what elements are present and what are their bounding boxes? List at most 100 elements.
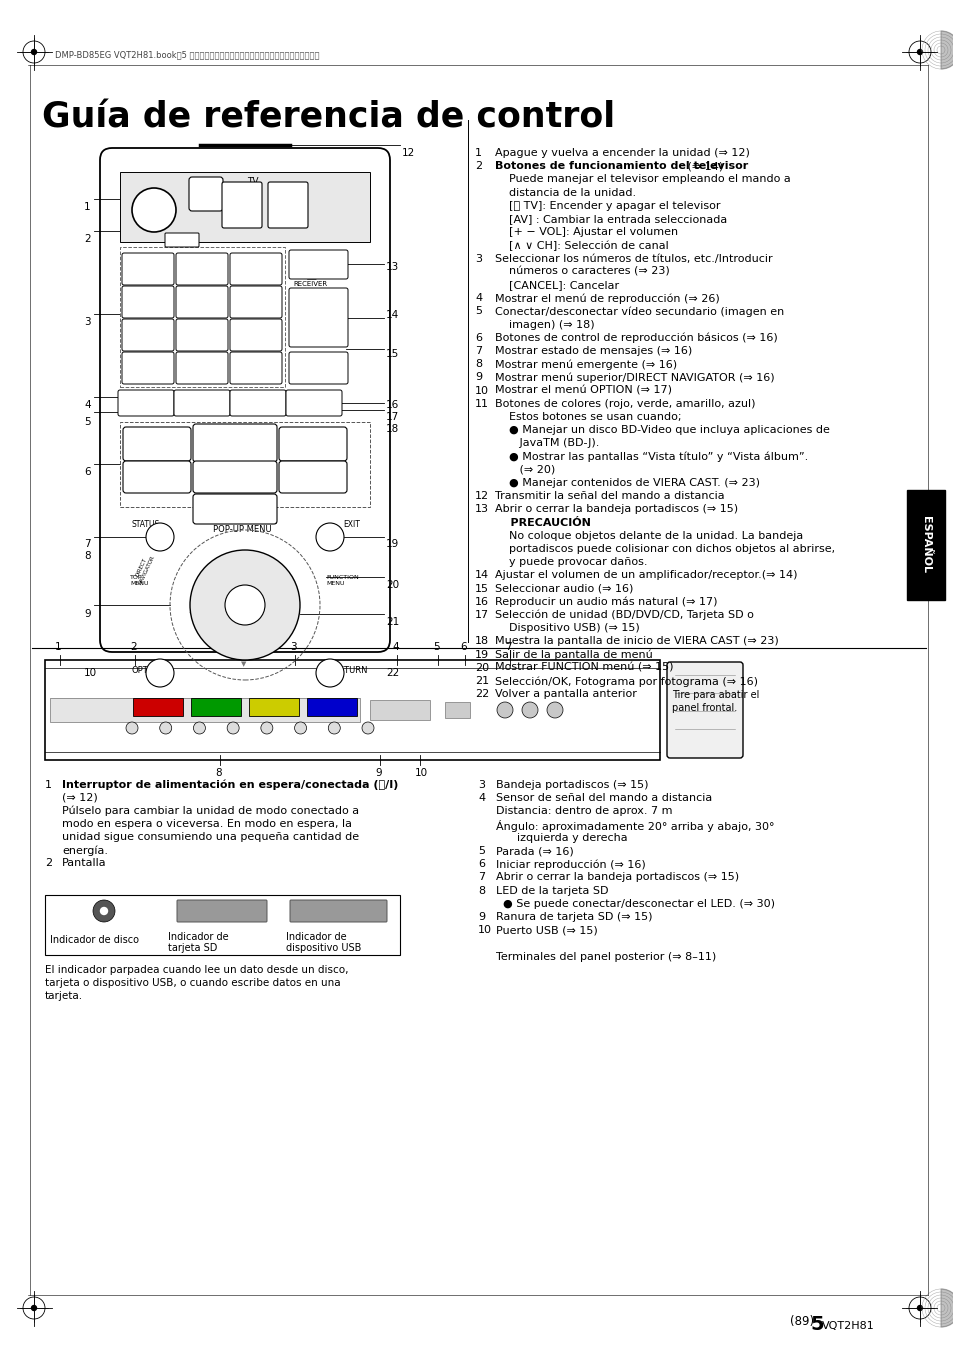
Text: ►⏭: ►⏭: [292, 482, 305, 492]
Text: 7: 7: [84, 539, 91, 549]
Text: Abrir o cerrar la bandeja portadiscos (⇒ 15): Abrir o cerrar la bandeja portadiscos (⇒…: [496, 873, 739, 882]
Text: RECEIVER: RECEIVER: [293, 281, 327, 286]
Circle shape: [92, 900, 115, 921]
Text: energía.: energía.: [62, 844, 108, 855]
Bar: [132, 698, 183, 716]
Text: Puede manejar el televisor empleando el mando a: Puede manejar el televisor empleando el …: [495, 174, 790, 184]
Text: ⏻: ⏻: [149, 215, 158, 230]
FancyBboxPatch shape: [122, 253, 173, 285]
Text: Terminales del panel posterior (⇒ 8–11): Terminales del panel posterior (⇒ 8–11): [496, 951, 716, 962]
Text: ►►: ►►: [295, 449, 311, 459]
Text: No coloque objetos delante de la unidad. La bandeja: No coloque objetos delante de la unidad.…: [495, 531, 802, 540]
Text: 6: 6: [475, 332, 481, 343]
Circle shape: [227, 721, 239, 734]
Text: 12: 12: [401, 149, 415, 158]
Text: jklº: jklº: [195, 305, 206, 311]
Text: Botones de colores (rojo, verde, amarillo, azul): Botones de colores (rojo, verde, amarill…: [495, 399, 755, 409]
Text: Indicador de disco: Indicador de disco: [50, 935, 139, 944]
Bar: [120, 172, 370, 242]
Text: modo en espera o viceversa. En modo en espera, la: modo en espera o viceversa. En modo en e…: [62, 819, 352, 830]
Text: 1: 1: [475, 149, 481, 158]
Text: DRIVE: DRIVE: [303, 399, 324, 404]
Text: y puede provocar daños.: y puede provocar daños.: [495, 557, 647, 567]
Text: 3: 3: [477, 780, 484, 790]
Text: ▼: ▼: [240, 647, 250, 661]
Circle shape: [497, 703, 513, 717]
Text: Mostrar FUNCTION menú (⇒ 15): Mostrar FUNCTION menú (⇒ 15): [495, 663, 673, 673]
FancyBboxPatch shape: [175, 353, 228, 384]
Text: [⏻ TV]: Encender y apagar el televisor: [⏻ TV]: Encender y apagar el televisor: [495, 201, 720, 211]
Text: 2: 2: [182, 262, 193, 277]
Text: SELECT: SELECT: [301, 407, 327, 412]
Text: Volver a pantalla anterior: Volver a pantalla anterior: [495, 689, 637, 700]
Circle shape: [917, 50, 922, 54]
Text: PIP: PIP: [196, 400, 208, 409]
FancyBboxPatch shape: [666, 662, 742, 758]
Text: 9: 9: [475, 373, 481, 382]
FancyBboxPatch shape: [193, 424, 276, 462]
Text: 3: 3: [290, 642, 296, 653]
Text: 8: 8: [84, 551, 91, 561]
Circle shape: [361, 721, 374, 734]
Bar: [45, 894, 399, 955]
Text: −: −: [311, 328, 322, 342]
Text: Mostrar estado de mensajes (⇒ 16): Mostrar estado de mensajes (⇒ 16): [495, 346, 692, 357]
Text: 12: 12: [475, 492, 489, 501]
Text: Indicador de: Indicador de: [286, 932, 346, 942]
Text: tarjeta o dispositivo USB, o cuando escribe datos en una: tarjeta o dispositivo USB, o cuando escr…: [45, 978, 340, 988]
Circle shape: [294, 721, 306, 734]
Text: tarjeta SD: tarjeta SD: [168, 943, 217, 952]
Text: SEARCH: SEARCH: [131, 439, 165, 449]
Text: Conectar/desconectar vídeo secundario (imagen en: Conectar/desconectar vídeo secundario (i…: [495, 307, 783, 317]
Text: Sensor de señal del mando a distancia: Sensor de señal del mando a distancia: [496, 793, 712, 804]
Text: 11: 11: [475, 399, 489, 409]
Text: ESPAÑOL: ESPAÑOL: [920, 516, 930, 574]
FancyBboxPatch shape: [122, 353, 173, 384]
Text: 8: 8: [214, 767, 221, 778]
Bar: [120, 422, 370, 507]
Text: [∧ ∨ CH]: Selección de canal: [∧ ∨ CH]: Selección de canal: [495, 240, 668, 251]
Text: ↩: ↩: [325, 669, 335, 682]
Text: 2: 2: [45, 858, 52, 867]
Text: 8: 8: [182, 328, 193, 343]
Text: Ángulo: aproximadamente 20° arriba y abajo, 30°: Ángulo: aproximadamente 20° arriba y aba…: [496, 820, 774, 832]
Text: EXIT: EXIT: [343, 520, 359, 530]
Text: 7: 7: [504, 642, 511, 653]
Text: Seleccionar audio (⇒ 16): Seleccionar audio (⇒ 16): [495, 584, 633, 593]
Text: ⏻: ⏻: [201, 199, 207, 209]
Text: 2: 2: [475, 161, 481, 172]
FancyBboxPatch shape: [230, 319, 282, 351]
Text: 13: 13: [386, 262, 399, 272]
Text: (⇒ 20): (⇒ 20): [495, 465, 555, 474]
Text: Salir de la pantalla de menú: Salir de la pantalla de menú: [495, 650, 652, 661]
Text: 6: 6: [477, 859, 484, 869]
Text: 22: 22: [475, 689, 489, 700]
Circle shape: [225, 585, 265, 626]
FancyBboxPatch shape: [222, 182, 262, 228]
Bar: [307, 698, 356, 716]
Text: Abrir o cerrar la bandeja portadiscos (⇒ 15): Abrir o cerrar la bandeja portadiscos (⇒…: [495, 504, 738, 515]
Text: 4: 4: [84, 400, 91, 409]
Text: TV: TV: [247, 177, 258, 186]
Circle shape: [100, 908, 108, 915]
Text: USB: USB: [309, 915, 337, 928]
Text: CANCEL: CANCEL: [127, 366, 154, 372]
Text: izquierda y derecha: izquierda y derecha: [496, 832, 627, 843]
Text: ● Se puede conectar/desconectar el LED. (⇒ 30): ● Se puede conectar/desconectar el LED. …: [496, 898, 774, 909]
FancyBboxPatch shape: [177, 900, 267, 921]
Text: TOP
MENU: TOP MENU: [130, 576, 149, 586]
FancyBboxPatch shape: [278, 427, 347, 461]
Text: dispositivo USB: dispositivo USB: [286, 943, 361, 952]
Text: [AV] : Cambiar la entrada seleccionada: [AV] : Cambiar la entrada seleccionada: [495, 213, 726, 224]
Bar: [120, 247, 285, 386]
Text: wxyz: wxyz: [250, 338, 266, 343]
Text: Puerto USB (⇒ 15): Puerto USB (⇒ 15): [496, 925, 598, 935]
Text: Estos botones se usan cuando;: Estos botones se usan cuando;: [495, 412, 680, 422]
FancyBboxPatch shape: [122, 319, 173, 351]
Text: POP-UP MENU: POP-UP MENU: [213, 526, 272, 534]
FancyBboxPatch shape: [230, 390, 286, 416]
Text: 22: 22: [386, 667, 399, 678]
Circle shape: [31, 1305, 36, 1310]
Text: 7: 7: [477, 873, 485, 882]
FancyBboxPatch shape: [278, 461, 347, 493]
